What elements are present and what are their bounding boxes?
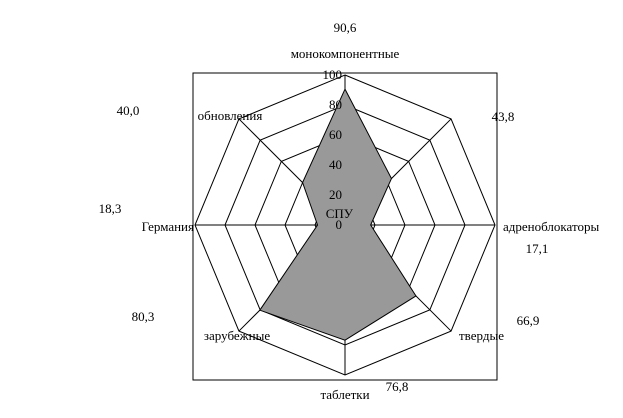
value-label: 18,3 [99,201,122,216]
category-label: твердые [459,328,504,343]
value-label: 80,3 [132,309,155,324]
value-label: 90,6 [334,20,357,35]
category-label: СПУ [326,206,354,221]
category-label: зарубежные [204,328,270,343]
value-label: 40,0 [117,103,140,118]
tick-label: 100 [323,67,343,82]
category-label: Германия [142,219,194,234]
tick-label: 80 [329,97,342,112]
category-label: монокомпонентные [291,46,400,61]
tick-label: 40 [329,157,342,172]
category-label: таблетки [320,387,369,402]
value-label: 17,1 [526,241,549,256]
category-label: обновления [198,108,263,123]
tick-label: 60 [329,127,342,142]
plot-frame [192,72,498,381]
value-label: 66,9 [517,313,540,328]
data-area [259,87,417,341]
category-label: адреноблокаторы [503,219,599,234]
value-label: 43,8 [492,109,515,124]
tick-label: 20 [329,187,342,202]
tick-label: 0 [336,217,343,232]
value-label: 76,8 [386,379,409,394]
